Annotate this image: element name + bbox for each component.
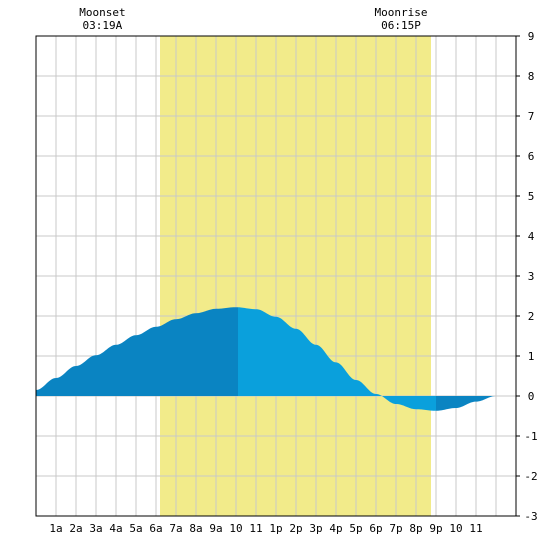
x-tick-label: 4a: [109, 522, 122, 535]
y-tick-label: 6: [528, 150, 535, 163]
x-tick-label: 6a: [149, 522, 162, 535]
x-tick-label: 4p: [329, 522, 342, 535]
moon-event-time: 06:15P: [381, 19, 421, 32]
x-tick-label: 3a: [89, 522, 102, 535]
x-tick-label: 1p: [269, 522, 282, 535]
x-tick-label: 10: [449, 522, 462, 535]
tide-area-rising: [36, 307, 238, 396]
y-tick-label: -2: [524, 470, 537, 483]
x-tick-label: 5a: [129, 522, 142, 535]
y-tick-label: 7: [528, 110, 535, 123]
x-tick-label: 9p: [429, 522, 442, 535]
y-tick-label: 4: [528, 230, 535, 243]
x-tick-label: 5p: [349, 522, 362, 535]
y-tick-label: 9: [528, 30, 535, 43]
y-tick-label: 8: [528, 70, 535, 83]
y-tick-label: 2: [528, 310, 535, 323]
x-tick-label: 7p: [389, 522, 402, 535]
moon-event-name: Moonrise: [375, 6, 428, 19]
x-tick-label: 7a: [169, 522, 182, 535]
grid-layer: [36, 36, 516, 516]
tide-area-layer: [36, 307, 516, 411]
y-tick-label: -3: [524, 510, 537, 523]
x-tick-label: 8a: [189, 522, 202, 535]
tide-area-rising: [436, 396, 516, 411]
x-tick-label: 8p: [409, 522, 422, 535]
x-tick-label: 6p: [369, 522, 382, 535]
x-tick-label: 2a: [69, 522, 82, 535]
x-tick-label: 11: [249, 522, 262, 535]
moon-event-name: Moonset: [79, 6, 125, 19]
x-tick-label: 3p: [309, 522, 322, 535]
y-tick-label: 5: [528, 190, 535, 203]
y-axis-labels: -3 -2 -1 0 1 2 3 4 5 6 7 8 9: [516, 30, 538, 523]
tide-area-falling: [238, 307, 436, 411]
x-axis-labels: 1a 2a 3a 4a 5a 6a 7a 8a 9a 10 11 1p 2p 3p 4p 5p 6p 7p 8p 9p…: [49, 522, 482, 535]
x-tick-label: 9a: [209, 522, 222, 535]
y-tick-label: 1: [528, 350, 535, 363]
x-tick-label: 11: [469, 522, 482, 535]
x-tick-label: 10: [229, 522, 242, 535]
moon-event-time: 03:19A: [83, 19, 123, 32]
y-tick-label: 0: [528, 390, 535, 403]
x-tick-label: 2p: [289, 522, 302, 535]
y-tick-label: -1: [524, 430, 537, 443]
x-tick-label: 1a: [49, 522, 62, 535]
y-tick-label: 3: [528, 270, 535, 283]
